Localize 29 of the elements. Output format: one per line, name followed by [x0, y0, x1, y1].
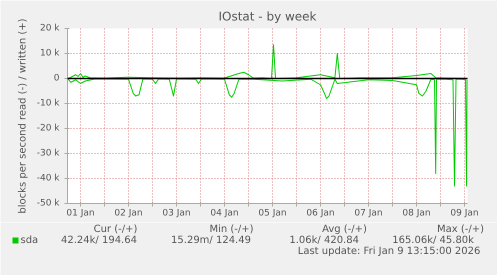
y-tick-label: -50 k	[36, 198, 60, 208]
y-axis-title: blocks per second read (-) / written (+)	[18, 18, 29, 214]
x-tick-label: 04 Jan	[210, 208, 239, 218]
x-tick-label: 02 Jan	[114, 208, 143, 218]
text: Cur (-/+)	[94, 224, 138, 235]
text: Min (-/+)	[209, 224, 254, 235]
chart-title: IOstat - by week	[218, 10, 317, 24]
x-tick-label: 08 Jan	[402, 208, 431, 218]
text: Last update: Fri Jan 9 13:15:00 2026	[298, 246, 480, 257]
y-tick-label: 0	[54, 74, 60, 84]
text: 165.06k/ 45.80k	[392, 235, 474, 246]
text: 42.24k/ 194.64	[61, 235, 137, 246]
y-tick-label: 20 k	[40, 24, 60, 34]
x-tick-label: 01 Jan	[66, 208, 95, 218]
legend-label: sda	[20, 235, 38, 246]
text: Max (-/+)	[436, 224, 484, 235]
x-tick-label: 07 Jan	[354, 208, 383, 218]
x-tick-label: 06 Jan	[306, 208, 335, 218]
text: 15.29m/ 124.49	[171, 235, 251, 246]
x-tick-label: 09 Jan	[450, 208, 479, 218]
y-tick-label: -40 k	[36, 174, 60, 184]
text: Avg (-/+)	[322, 224, 368, 235]
x-tick-label: 05 Jan	[258, 208, 287, 218]
y-tick-label: -20 k	[36, 124, 60, 134]
y-tick-label: -30 k	[36, 148, 60, 158]
y-tick-label: -10 k	[36, 98, 60, 108]
text: 1.06k/ 420.84	[289, 235, 359, 246]
x-tick-label: 03 Jan	[162, 208, 191, 218]
y-tick-label: 10 k	[40, 48, 60, 58]
